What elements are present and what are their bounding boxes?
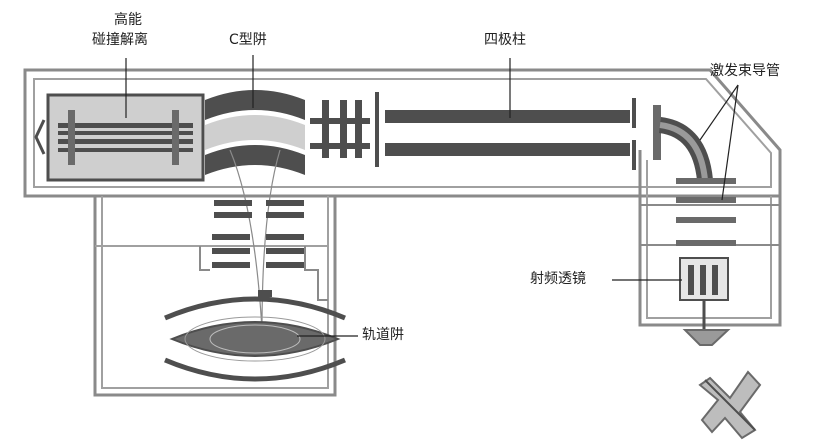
rf-lens-label: 射频透镜	[530, 271, 586, 287]
quadrupole-label: 四极柱	[484, 32, 526, 48]
hcd-cell	[34, 93, 205, 182]
laser-beam-tube	[653, 105, 713, 182]
lens-stack	[676, 178, 736, 246]
orbitrap-label: 轨道阱	[362, 327, 404, 343]
hcd-label-line2: 碰撞解离	[92, 32, 148, 48]
ion-source-funnel	[682, 329, 762, 440]
hcd-label-line1: 高能	[114, 12, 142, 28]
injection-optics	[212, 200, 304, 297]
transfer-lenses	[310, 92, 379, 167]
orbitrap-chamber	[93, 196, 337, 397]
callout-lines	[125, 55, 739, 337]
deflector-wires	[199, 246, 328, 301]
c-trap-label: C型阱	[229, 32, 267, 48]
rf-lens	[679, 257, 729, 330]
instrument-frame	[23, 68, 782, 198]
laser-tube-label: 激发束导管	[710, 63, 780, 79]
quadrupole-rods	[385, 98, 636, 170]
c-trap	[205, 90, 305, 331]
hcd-label: 高能	[102, 12, 154, 29]
orbitrap-analyzer	[164, 296, 346, 382]
